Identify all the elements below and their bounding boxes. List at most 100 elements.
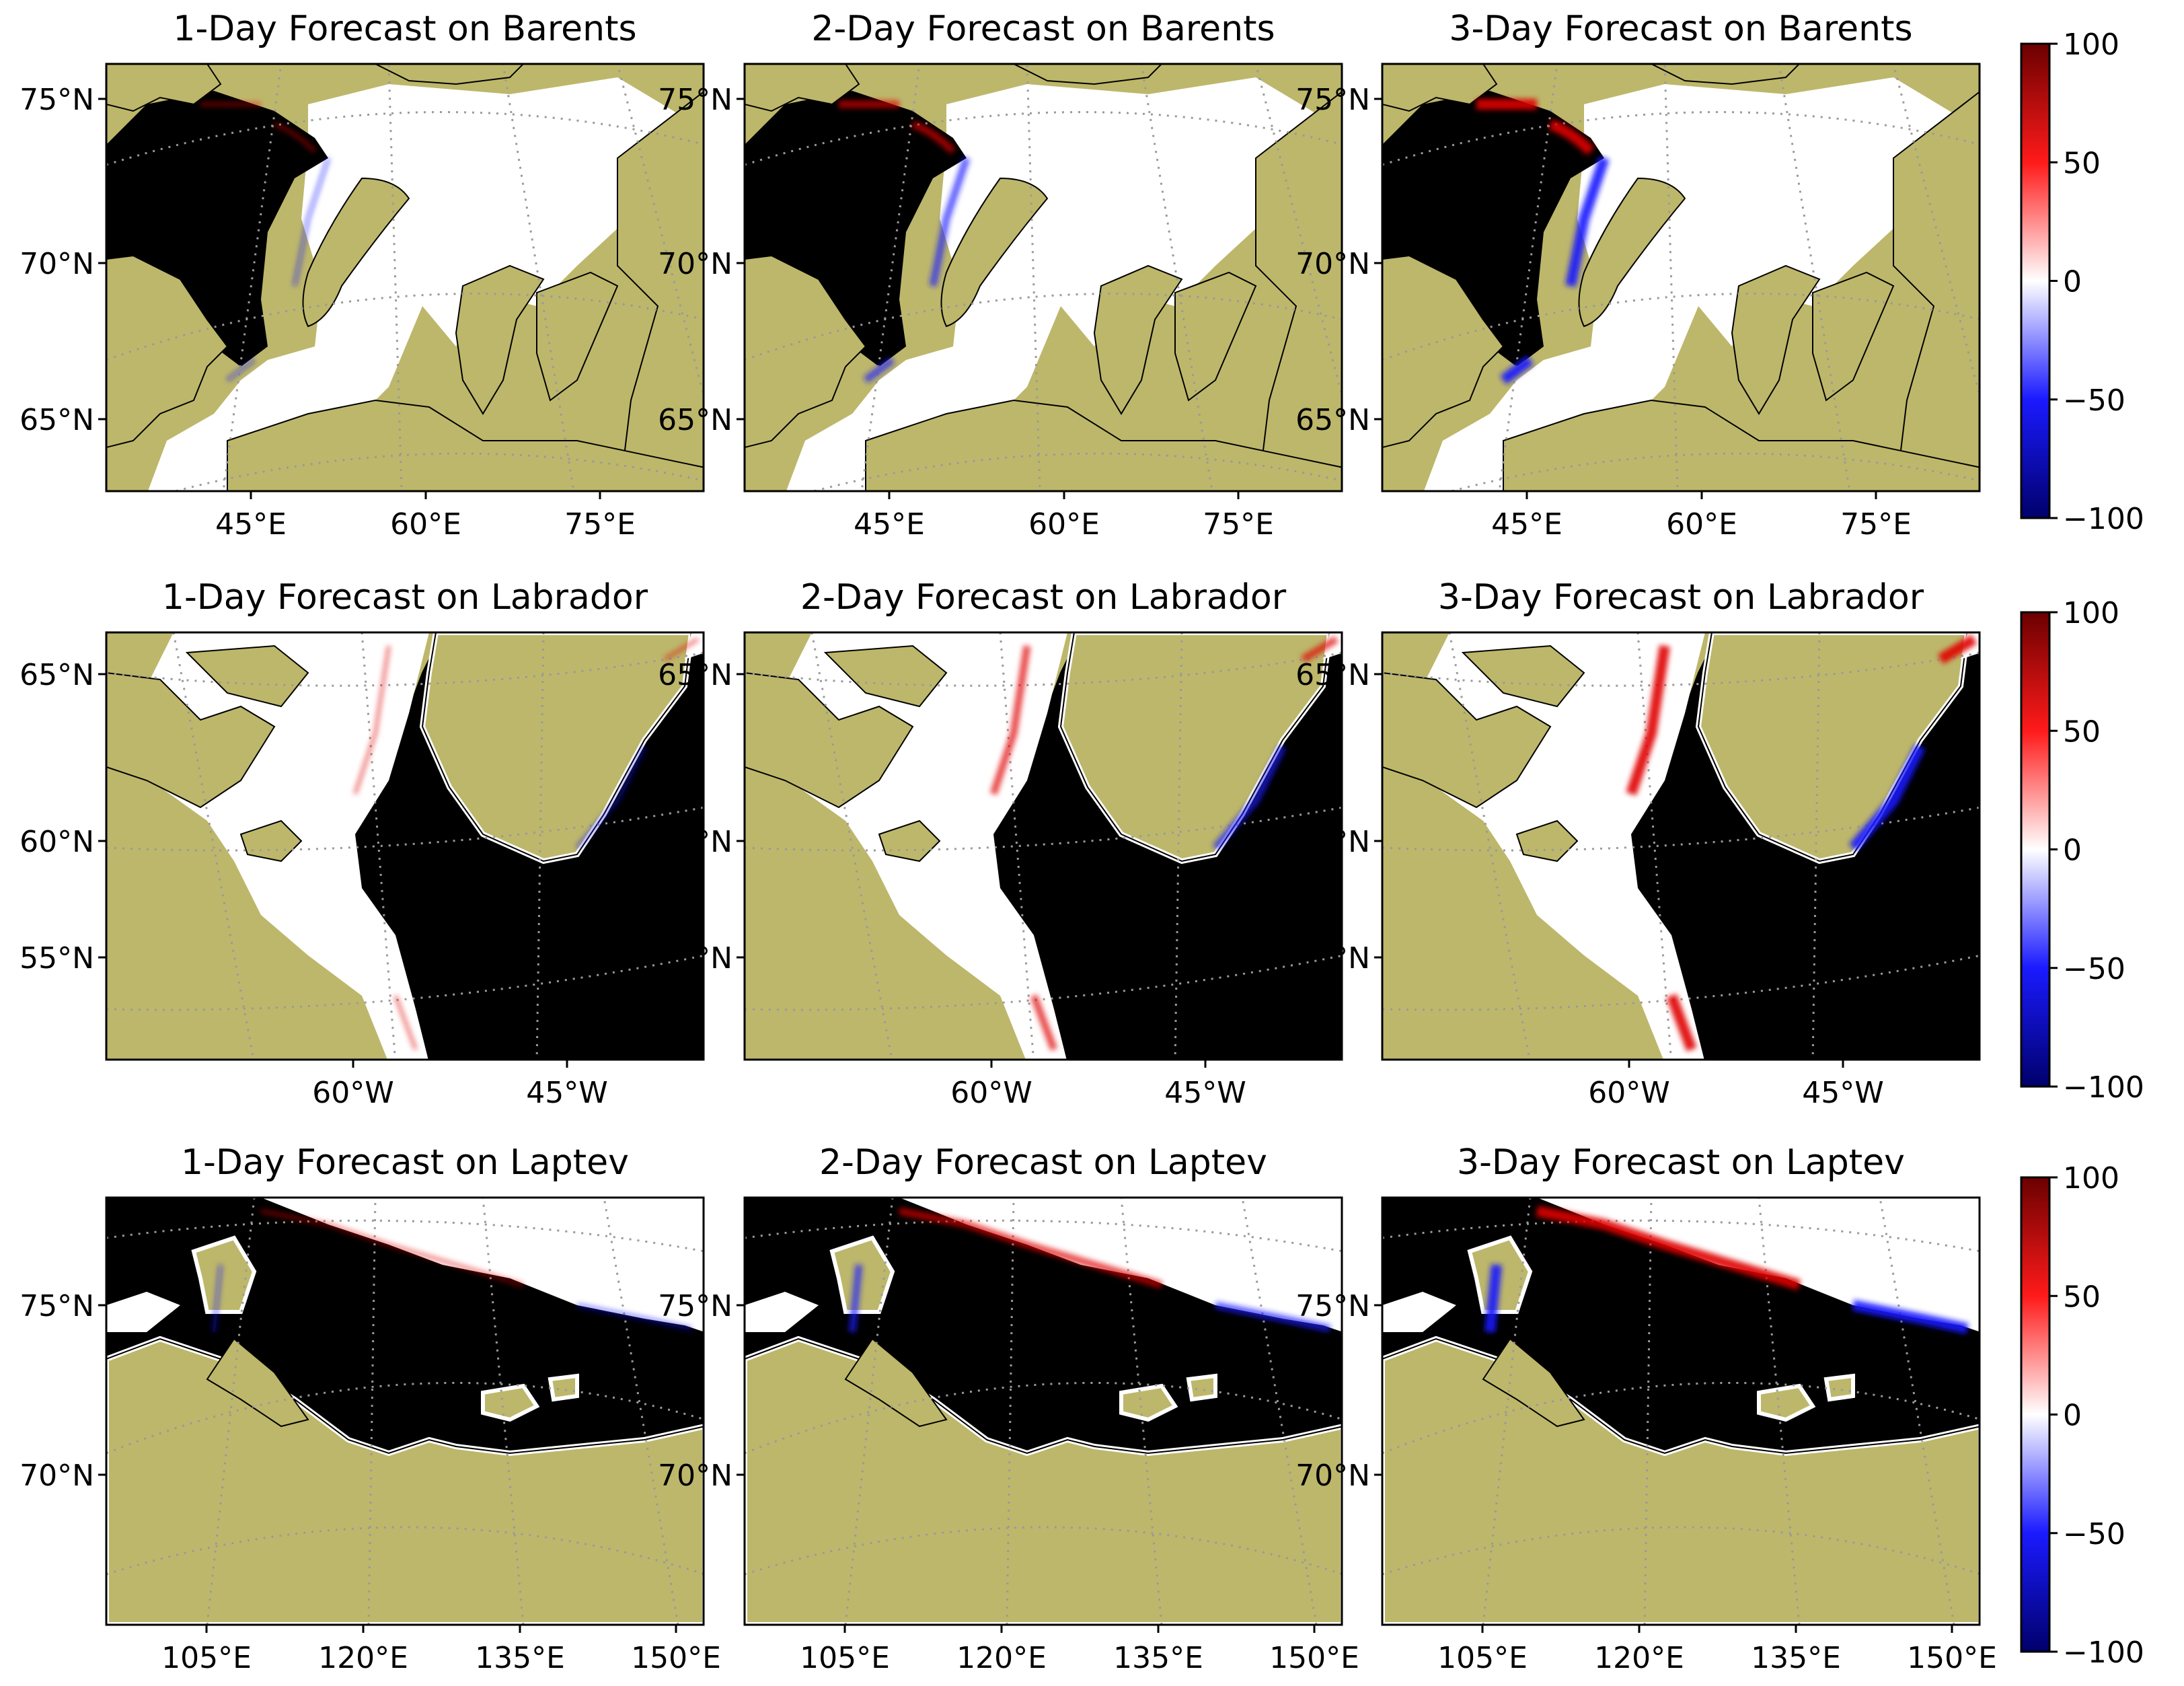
latitude-label: 60°N [1295,825,1370,859]
latitude-label: 75°N [1295,1289,1370,1323]
colorbar-tick-label: 100 [2063,28,2119,62]
longitude-label: 120°E [956,1641,1047,1675]
panel-title: 1-Day Forecast on Barents [173,9,636,49]
longitude-label: 45°W [1802,1076,1884,1110]
anomaly-layer [200,102,330,382]
panel-frame [1381,631,1981,1061]
anomaly-layer [839,100,971,383]
longitude-label: 75°E [564,507,636,542]
longitude-label: 45°E [215,507,287,542]
latitude-label: 75°N [20,83,94,117]
positive-anomaly [911,120,956,154]
colorbar-tick-label: 0 [2063,834,2082,868]
panel-frame [1381,1196,1981,1626]
map-panel [1381,1196,1981,1626]
anomaly-layer [1626,634,1978,1052]
panel-title: 2-Day Forecast on Labrador [800,577,1287,618]
panel-title: 3-Day Forecast on Laptev [1457,1142,1905,1183]
colorbar-tick-label: −100 [2063,1636,2144,1670]
positive-anomaly [260,1209,524,1287]
colorbar-tick-label: 50 [2063,146,2101,180]
negative-anomaly [293,157,330,287]
positive-anomaly [1548,119,1595,155]
panel-frame [743,631,1343,1061]
colorbar-tick-label: 50 [2063,714,2101,749]
colorbar: 100 50 0 −50 −100 [2020,1161,2144,1670]
map-panel [105,63,705,492]
latitude-label: 65°N [20,403,94,437]
colorbar-tick-label: −50 [2063,1517,2125,1551]
longitude-label: 150°E [1907,1641,1997,1675]
negative-anomaly [226,358,256,382]
colorbar-tick-label: 100 [2063,1161,2119,1196]
panel-frame [1381,63,1981,492]
longitude-label: 45°W [526,1076,608,1110]
positive-anomaly [1536,1206,1801,1290]
panel-frame [105,63,705,492]
panel-title: 2-Day Forecast on Laptev [819,1142,1267,1183]
longitude-label: 150°E [1269,1641,1359,1675]
latitude-label: 65°N [658,658,732,692]
longitude-label: 75°E [1203,507,1274,542]
anomaly-layer [212,1209,692,1333]
positive-anomaly [663,637,700,661]
longitude-label: 60°W [1588,1076,1670,1110]
positive-anomaly [274,122,317,153]
colorbar: 100 50 0 −50 −100 [2020,596,2144,1105]
positive-anomaly [898,1207,1163,1289]
latitude-label: 70°N [658,247,732,281]
latitude-label: 70°N [658,1459,732,1493]
colorbar: 100 50 0 −50 −100 [2020,28,2144,536]
negative-anomaly [1484,1264,1502,1333]
panel-title: 1-Day Forecast on Labrador [162,577,648,618]
longitude-label: 60°W [950,1076,1032,1110]
latitude-label: 75°N [658,83,732,117]
positive-anomaly [1937,634,1978,664]
panel-title: 1-Day Forecast on Laptev [181,1142,629,1183]
panel-frame [743,1196,1343,1626]
longitude-label: 105°E [800,1641,890,1675]
longitude-label: 135°E [1751,1641,1841,1675]
positive-anomaly [1030,994,1058,1051]
map-panel [105,1196,705,1626]
positive-anomaly [1626,645,1670,796]
longitude-label: 60°E [1666,507,1737,542]
negative-anomaly [575,745,646,849]
longitude-label: 120°E [318,1641,408,1675]
colorbar-tick-label: −50 [2063,383,2125,418]
colorbar-tick-label: 0 [2063,265,2082,299]
longitude-label: 150°E [631,1641,721,1675]
negative-anomaly [212,1264,223,1333]
longitude-label: 75°E [1840,507,1912,542]
negative-anomaly [1500,355,1534,385]
longitude-label: 105°E [161,1641,252,1675]
panel-title: 2-Day Forecast on Barents [811,9,1275,49]
longitude-label: 45°E [1491,507,1562,542]
positive-anomaly [393,994,418,1051]
latitude-label: 70°N [1295,1459,1370,1493]
longitude-label: 60°E [390,507,461,542]
latitude-label: 70°N [20,247,94,281]
longitude-label: 135°E [1113,1641,1203,1675]
longitude-label: 60°E [1028,507,1100,542]
latitude-label: 55°N [20,941,94,976]
anomaly-layer [1484,1206,1969,1334]
latitude-label: 75°N [20,1289,94,1323]
map-panel [1381,63,1981,492]
negative-anomaly [1848,744,1926,852]
colorbar-tick-label: 0 [2063,1399,2082,1433]
latitude-label: 65°N [20,658,94,692]
negative-anomaly [848,1264,863,1333]
map-panel [743,63,1343,492]
latitude-label: 55°N [1295,941,1370,976]
latitude-label: 70°N [20,1459,94,1493]
latitude-label: 75°N [658,1289,732,1323]
positive-anomaly [1301,636,1339,663]
longitude-label: 60°W [312,1076,394,1110]
negative-anomaly [576,1303,692,1331]
map-panel [743,631,1343,1061]
panel-frame [105,631,705,1061]
map-panel [743,1196,1343,1626]
longitude-label: 120°E [1594,1641,1684,1675]
